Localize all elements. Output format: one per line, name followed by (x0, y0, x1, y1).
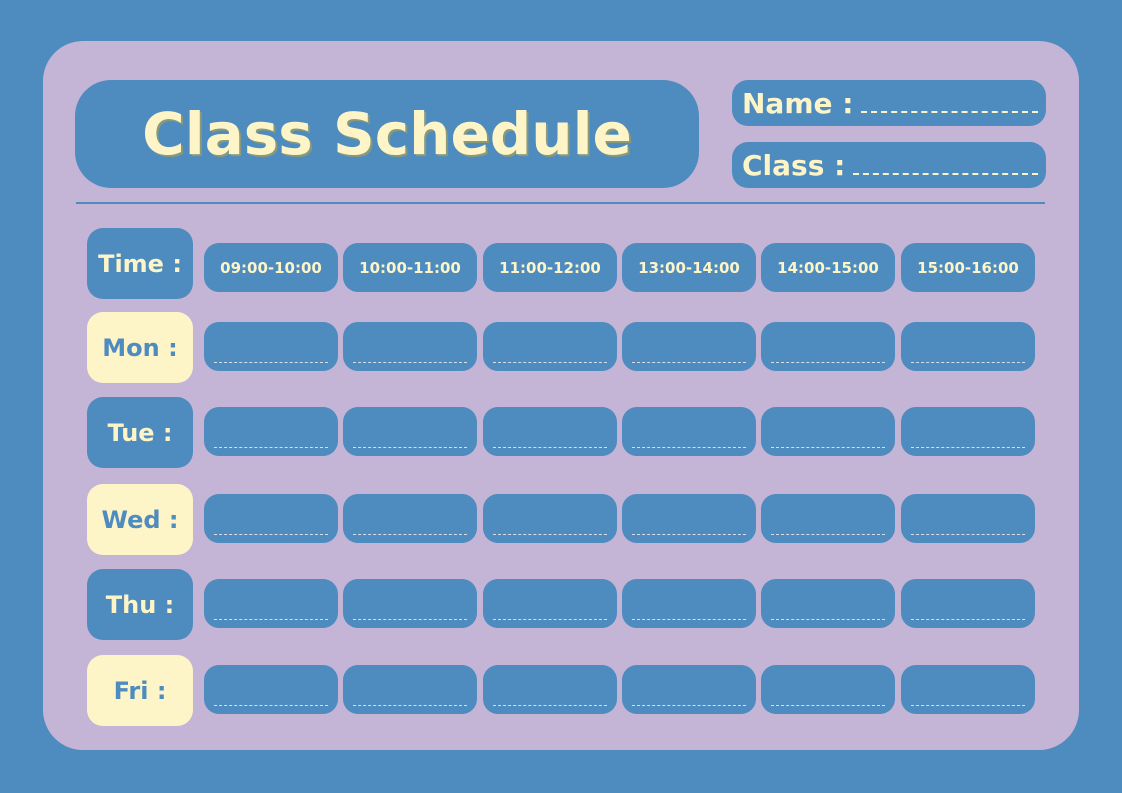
cell-input-line (353, 447, 467, 448)
name-input-line[interactable] (861, 111, 1038, 113)
cell-input-line (353, 534, 467, 535)
schedule-cell[interactable] (483, 665, 617, 714)
cell-input-line (353, 362, 467, 363)
schedule-cell[interactable] (343, 579, 477, 628)
cell-input-line (214, 362, 328, 363)
cell-input-line (214, 705, 328, 706)
time-slot-header: 10:00-11:00 (343, 243, 477, 292)
cell-input-line (771, 534, 885, 535)
cell-input-line (493, 447, 607, 448)
schedule-cell[interactable] (901, 665, 1035, 714)
divider (76, 202, 1045, 204)
schedule-cell[interactable] (204, 322, 338, 371)
cell-input-line (214, 447, 328, 448)
schedule-cell[interactable] (343, 322, 477, 371)
time-label: Time : (87, 228, 193, 299)
schedule-cell[interactable] (622, 494, 756, 543)
cell-input-line (911, 534, 1025, 535)
schedule-cell[interactable] (483, 494, 617, 543)
time-slot-header: 14:00-15:00 (761, 243, 895, 292)
day-label: Fri : (87, 655, 193, 726)
schedule-cell[interactable] (761, 322, 895, 371)
page-title: Class Schedule (142, 100, 632, 168)
schedule-cell[interactable] (204, 407, 338, 456)
schedule-cell[interactable] (204, 665, 338, 714)
cell-input-line (493, 534, 607, 535)
class-field[interactable]: Class : (732, 142, 1046, 188)
cell-input-line (632, 534, 746, 535)
cell-input-line (771, 619, 885, 620)
cell-input-line (493, 619, 607, 620)
schedule-cell[interactable] (761, 579, 895, 628)
cell-input-line (911, 447, 1025, 448)
schedule-cell[interactable] (343, 665, 477, 714)
title-banner: Class Schedule (75, 80, 699, 188)
cell-input-line (214, 534, 328, 535)
cell-input-line (632, 447, 746, 448)
schedule-cell[interactable] (761, 494, 895, 543)
cell-input-line (632, 619, 746, 620)
schedule-cell[interactable] (483, 579, 617, 628)
schedule-cell[interactable] (343, 494, 477, 543)
cell-input-line (493, 705, 607, 706)
time-slot-header: 13:00-14:00 (622, 243, 756, 292)
schedule-cell[interactable] (761, 407, 895, 456)
schedule-cell[interactable] (204, 579, 338, 628)
cell-input-line (353, 619, 467, 620)
name-label: Name : (742, 86, 854, 120)
cell-input-line (771, 362, 885, 363)
schedule-cell[interactable] (901, 579, 1035, 628)
time-slot-header: 11:00-12:00 (483, 243, 617, 292)
schedule-cell[interactable] (483, 322, 617, 371)
schedule-cell[interactable] (761, 665, 895, 714)
class-label: Class : (742, 148, 846, 182)
day-label: Tue : (87, 397, 193, 468)
schedule-cell[interactable] (622, 407, 756, 456)
schedule-cell[interactable] (622, 579, 756, 628)
cell-input-line (911, 619, 1025, 620)
cell-input-line (493, 362, 607, 363)
schedule-cell[interactable] (343, 407, 477, 456)
schedule-cell[interactable] (622, 322, 756, 371)
schedule-cell[interactable] (483, 407, 617, 456)
cell-input-line (911, 705, 1025, 706)
cell-input-line (911, 362, 1025, 363)
schedule-cell[interactable] (901, 407, 1035, 456)
schedule-cell[interactable] (901, 494, 1035, 543)
cell-input-line (214, 619, 328, 620)
cell-input-line (353, 705, 467, 706)
schedule-cell[interactable] (901, 322, 1035, 371)
cell-input-line (632, 705, 746, 706)
time-slot-header: 15:00-16:00 (901, 243, 1035, 292)
schedule-cell[interactable] (622, 665, 756, 714)
name-field[interactable]: Name : (732, 80, 1046, 126)
cell-input-line (771, 705, 885, 706)
cell-input-line (632, 362, 746, 363)
cell-input-line (771, 447, 885, 448)
schedule-cell[interactable] (204, 494, 338, 543)
class-input-line[interactable] (853, 173, 1038, 175)
day-label: Wed : (87, 484, 193, 555)
time-slot-header: 09:00-10:00 (204, 243, 338, 292)
day-label: Mon : (87, 312, 193, 383)
day-label: Thu : (87, 569, 193, 640)
